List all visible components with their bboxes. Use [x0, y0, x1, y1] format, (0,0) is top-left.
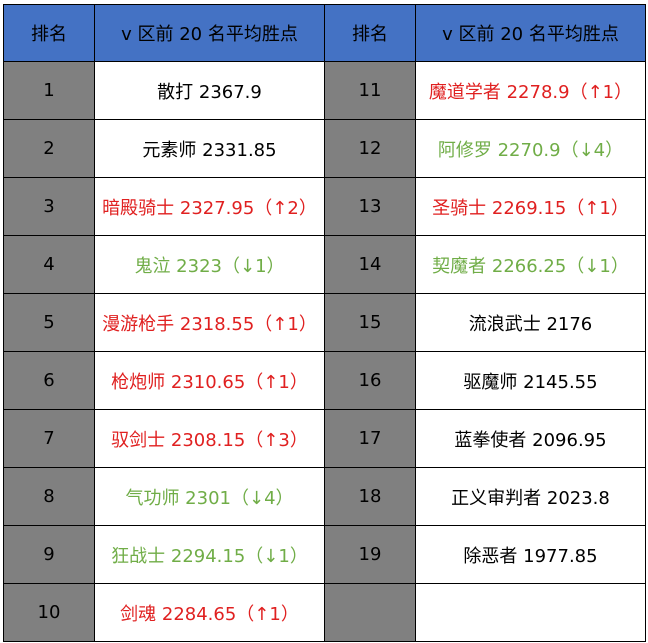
- left-rank-cell: 10: [3, 583, 95, 642]
- right-rank-cell: 15: [324, 293, 416, 352]
- right-rank-cell: 19: [324, 525, 416, 584]
- right-rank-cell: 17: [324, 409, 416, 468]
- left-rank-cell: 6: [3, 351, 95, 410]
- right-rank-cell: [324, 583, 416, 642]
- left-rank-cell: 2: [3, 119, 95, 178]
- header-row: 排名 v 区前 20 名平均胜点 排名 v 区前 20 名平均胜点: [3, 4, 646, 62]
- left-rank-cell: 7: [3, 409, 95, 468]
- right-rank-cell: 14: [324, 235, 416, 294]
- table-body: 1 散打 2367.9 11 魔道学者 2278.9（↑1） 2 元素师 233…: [3, 61, 646, 642]
- left-score-cell: 枪炮师 2310.65（↑1）: [94, 351, 325, 410]
- left-rank-cell: 3: [3, 177, 95, 236]
- left-rank-cell: 9: [3, 525, 95, 584]
- left-rank-cell: 5: [3, 293, 95, 352]
- right-score-cell: 驱魔师 2145.55: [415, 351, 646, 410]
- right-score-cell: 正义审判者 2023.8: [415, 467, 646, 526]
- header-score-left: v 区前 20 名平均胜点: [94, 4, 325, 62]
- table-row: 3 暗殿骑士 2327.95（↑2） 13 圣骑士 2269.15（↑1）: [3, 177, 646, 236]
- left-score-cell: 散打 2367.9: [94, 61, 325, 120]
- right-rank-cell: 12: [324, 119, 416, 178]
- table-row: 2 元素师 2331.85 12 阿修罗 2270.9（↓4）: [3, 119, 646, 178]
- right-score-cell: 除恶者 1977.85: [415, 525, 646, 584]
- left-score-cell: 气功师 2301（↓4）: [94, 467, 325, 526]
- right-score-cell: 流浪武士 2176: [415, 293, 646, 352]
- right-score-cell: [415, 583, 646, 642]
- left-score-cell: 元素师 2331.85: [94, 119, 325, 178]
- table-row: 9 狂战士 2294.15（↓1） 19 除恶者 1977.85: [3, 525, 646, 584]
- right-score-cell: 蓝拳使者 2096.95: [415, 409, 646, 468]
- right-score-cell: 契魔者 2266.25（↓1）: [415, 235, 646, 294]
- right-score-cell: 阿修罗 2270.9（↓4）: [415, 119, 646, 178]
- left-rank-cell: 8: [3, 467, 95, 526]
- right-score-cell: 圣骑士 2269.15（↑1）: [415, 177, 646, 236]
- table-row: 8 气功师 2301（↓4） 18 正义审判者 2023.8: [3, 467, 646, 526]
- left-score-cell: 剑魂 2284.65（↑1）: [94, 583, 325, 642]
- ranking-table: 排名 v 区前 20 名平均胜点 排名 v 区前 20 名平均胜点 1 散打 2…: [3, 4, 646, 642]
- left-score-cell: 驭剑士 2308.15（↑3）: [94, 409, 325, 468]
- header-rank-right: 排名: [324, 4, 416, 62]
- table-row: 1 散打 2367.9 11 魔道学者 2278.9（↑1）: [3, 61, 646, 120]
- table-row: 5 漫游枪手 2318.55（↑1） 15 流浪武士 2176: [3, 293, 646, 352]
- left-score-cell: 漫游枪手 2318.55（↑1）: [94, 293, 325, 352]
- right-rank-cell: 13: [324, 177, 416, 236]
- left-score-cell: 狂战士 2294.15（↓1）: [94, 525, 325, 584]
- right-rank-cell: 18: [324, 467, 416, 526]
- table-row: 10 剑魂 2284.65（↑1）: [3, 583, 646, 642]
- header-rank-left: 排名: [3, 4, 95, 62]
- right-rank-cell: 11: [324, 61, 416, 120]
- left-score-cell: 鬼泣 2323（↓1）: [94, 235, 325, 294]
- left-rank-cell: 1: [3, 61, 95, 120]
- right-rank-cell: 16: [324, 351, 416, 410]
- right-score-cell: 魔道学者 2278.9（↑1）: [415, 61, 646, 120]
- table-row: 6 枪炮师 2310.65（↑1） 16 驱魔师 2145.55: [3, 351, 646, 410]
- table-row: 4 鬼泣 2323（↓1） 14 契魔者 2266.25（↓1）: [3, 235, 646, 294]
- header-score-right: v 区前 20 名平均胜点: [415, 4, 646, 62]
- table-row: 7 驭剑士 2308.15（↑3） 17 蓝拳使者 2096.95: [3, 409, 646, 468]
- left-score-cell: 暗殿骑士 2327.95（↑2）: [94, 177, 325, 236]
- left-rank-cell: 4: [3, 235, 95, 294]
